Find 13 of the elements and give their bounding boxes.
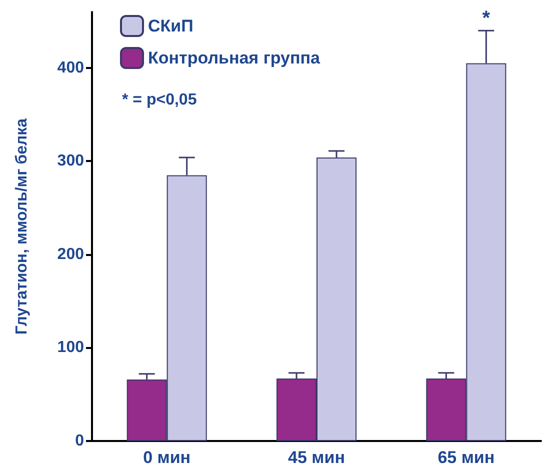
y-tick-label: 200 <box>57 246 84 263</box>
y-tick-label: 300 <box>57 152 84 170</box>
x-tick-label: 65 мин <box>438 448 495 467</box>
x-tick-label: 0 мин <box>143 448 191 467</box>
y-tick-label: 400 <box>57 59 84 76</box>
x-tick-label: 45 мин <box>288 448 345 467</box>
y-axis-title: Глутатион, ммоль/мг белка <box>14 118 30 335</box>
annotation: * = p<0,05 <box>122 92 197 108</box>
legend-label: СКиП <box>148 16 194 36</box>
legend-label: Контрольная группа <box>148 48 321 68</box>
annotation: * <box>482 8 490 30</box>
y-tick-label: 100 <box>57 339 84 356</box>
y-tick-label: 0 <box>75 432 84 450</box>
